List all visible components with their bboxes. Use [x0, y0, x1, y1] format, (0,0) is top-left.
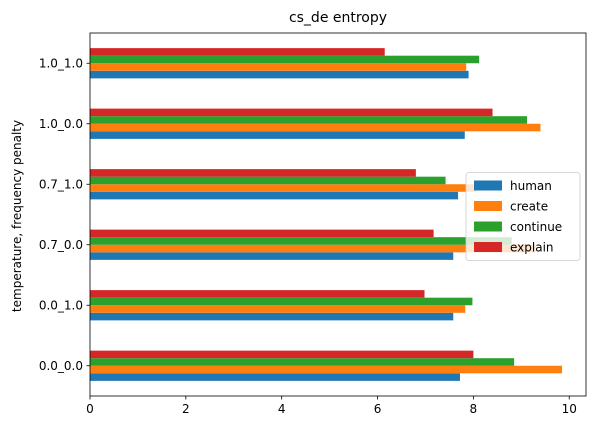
bar-create-0.0_0.0 — [90, 365, 563, 374]
bar-create-0.7_0.0 — [90, 244, 536, 253]
legend-label-explain: explain — [510, 241, 554, 255]
y-tick-label: 0.0_0.0 — [39, 359, 83, 373]
bar-human-0.0_1.0 — [90, 312, 454, 321]
legend-swatch-create — [474, 201, 502, 211]
bar-human-0.7_0.0 — [90, 252, 454, 260]
y-tick-label: 1.0_0.0 — [39, 117, 83, 131]
legend-label-human: human — [510, 179, 552, 193]
bar-explain-1.0_0.0 — [90, 108, 493, 117]
legend-swatch-continue — [474, 221, 502, 232]
bar-create-1.0_0.0 — [90, 123, 541, 132]
legend-box — [465, 172, 581, 261]
x-tick-label: 8 — [470, 402, 478, 416]
chart-title: cs_de entropy — [289, 10, 387, 26]
bar-human-1.0_1.0 — [90, 70, 469, 79]
bar-human-1.0_0.0 — [90, 131, 465, 139]
bar-explain-0.7_1.0 — [90, 169, 416, 177]
bar-continue-0.7_0.0 — [90, 237, 512, 245]
legend: human create continue explain — [465, 172, 581, 261]
y-tick-label: 0.7_0.0 — [39, 238, 83, 252]
bar-continue-0.0_0.0 — [90, 358, 515, 366]
bar-continue-1.0_1.0 — [90, 55, 480, 64]
y-tick-label: 1.0_1.0 — [39, 56, 83, 70]
bar-explain-0.0_0.0 — [90, 350, 474, 359]
x-tick-label: 10 — [562, 402, 577, 416]
bar-human-0.7_1.0 — [90, 191, 459, 200]
y-tick-label: 0.7_1.0 — [39, 177, 83, 191]
bar-continue-1.0_0.0 — [90, 116, 528, 124]
x-tick-label: 2 — [182, 402, 190, 416]
x-axis: 0 2 4 6 8 10 — [86, 396, 577, 416]
y-tick-label: 0.0_1.0 — [39, 298, 83, 312]
bar-human-0.0_0.0 — [90, 373, 460, 381]
legend-swatch-human — [474, 180, 502, 191]
bar-explain-0.7_0.0 — [90, 229, 434, 238]
legend-label-continue: continue — [510, 220, 562, 234]
legend-label-create: create — [510, 200, 548, 214]
bar-explain-0.0_1.0 — [90, 290, 425, 298]
bar-continue-0.7_1.0 — [90, 176, 446, 185]
y-axis-label: temperature, frequency penalty — [10, 120, 24, 312]
bar-create-0.0_1.0 — [90, 305, 466, 313]
bar-explain-1.0_1.0 — [90, 48, 385, 56]
y-axis: 0.0_0.0 0.0_1.0 0.7_0.0 0.7_1.0 1.0_0.0 1.0_1… — [39, 56, 90, 373]
x-tick-label: 6 — [374, 402, 382, 416]
x-tick-label: 0 — [86, 402, 94, 416]
legend-swatch-explain — [474, 242, 502, 252]
bar-create-1.0_1.0 — [90, 63, 467, 71]
x-tick-label: 4 — [278, 402, 286, 416]
bar-create-0.7_1.0 — [90, 184, 476, 192]
plot-frame — [89, 32, 587, 397]
bar-continue-0.0_1.0 — [90, 297, 473, 306]
bars-group — [90, 48, 563, 381]
